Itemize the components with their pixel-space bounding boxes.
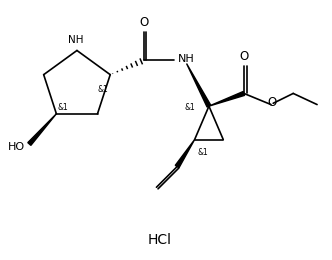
- Text: &1: &1: [185, 103, 196, 112]
- Text: HO: HO: [7, 141, 25, 152]
- Text: &1: &1: [198, 148, 208, 158]
- Text: NH: NH: [68, 35, 83, 45]
- Polygon shape: [187, 63, 211, 107]
- Text: &1: &1: [58, 103, 69, 112]
- Polygon shape: [175, 140, 195, 168]
- Text: &1: &1: [98, 85, 109, 94]
- Text: HCl: HCl: [148, 233, 172, 247]
- Text: O: O: [267, 96, 276, 109]
- Polygon shape: [209, 92, 245, 106]
- Text: O: O: [239, 50, 249, 63]
- Text: O: O: [139, 16, 148, 29]
- Polygon shape: [28, 114, 56, 145]
- Text: NH: NH: [178, 54, 195, 64]
